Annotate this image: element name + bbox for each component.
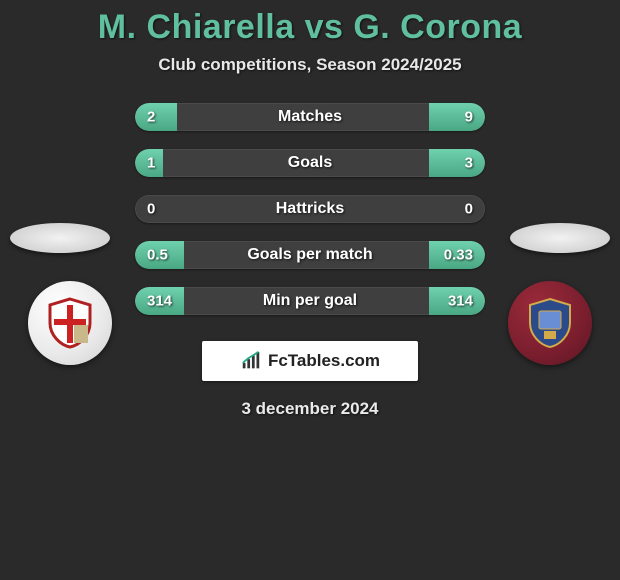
club-badge-right xyxy=(508,281,592,365)
stat-bar: Hattricks0 0 xyxy=(135,195,485,223)
bar-label: Hattricks xyxy=(135,200,485,218)
bar-fill-left xyxy=(135,103,177,131)
bar-fill-left xyxy=(135,241,184,269)
stat-bar: Goals13 xyxy=(135,149,485,177)
shield-crest-icon xyxy=(522,295,578,351)
stat-bars: Matches29 Goals13 Hattricks0 0 Goals per mat… xyxy=(135,103,485,315)
main-area: Matches29 Goals13 Hattricks0 0 Goals per mat… xyxy=(0,103,620,315)
player-photo-left xyxy=(10,223,110,253)
stat-bar: Goals per match0.50.33 xyxy=(135,241,485,269)
watermark: FcTables.com xyxy=(202,341,418,381)
bar-fill-right xyxy=(429,241,485,269)
bar-fill-right xyxy=(429,103,485,131)
player-photo-right xyxy=(510,223,610,253)
stat-bar: Min per goal314314 xyxy=(135,287,485,315)
bar-value-left: 0 xyxy=(147,201,155,218)
subtitle: Club competitions, Season 2024/2025 xyxy=(0,55,620,75)
bar-value-right: 0 xyxy=(465,201,473,218)
page-title: M. Chiarella vs G. Corona xyxy=(0,8,620,47)
date: 3 december 2024 xyxy=(0,399,620,419)
stat-bar: Matches29 xyxy=(135,103,485,131)
comparison-infographic: M. Chiarella vs G. Corona Club competiti… xyxy=(0,0,620,580)
bar-fill-left xyxy=(135,287,184,315)
bar-fill-right xyxy=(429,287,485,315)
club-badge-left xyxy=(28,281,112,365)
bar-fill-left xyxy=(135,149,163,177)
bar-fill-right xyxy=(429,149,485,177)
bar-chart-icon xyxy=(240,350,262,372)
watermark-text: FcTables.com xyxy=(268,351,380,371)
shield-red-cross-icon xyxy=(42,295,98,351)
